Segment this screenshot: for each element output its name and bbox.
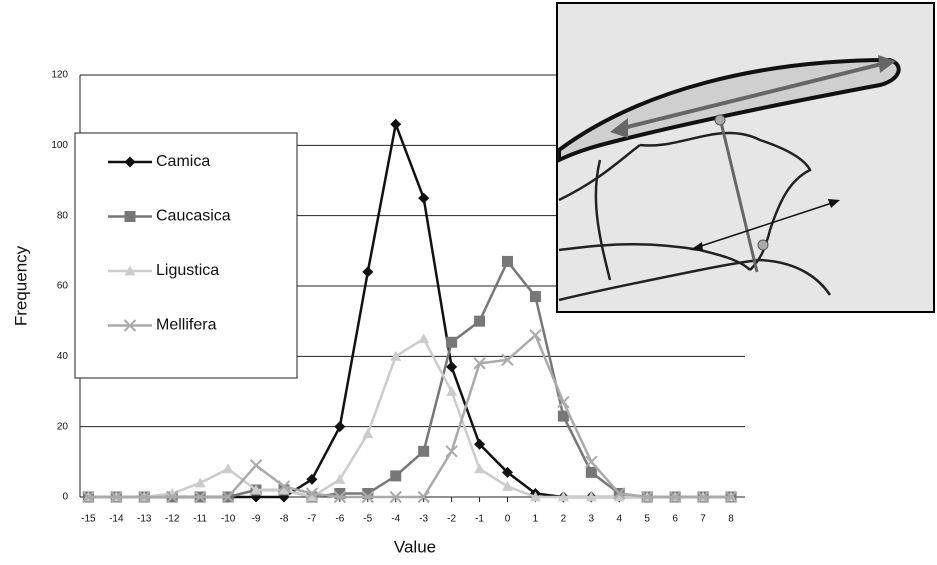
x-tick-label: -1 bbox=[475, 514, 484, 525]
legend-label: Ligustica bbox=[156, 262, 219, 279]
marker bbox=[390, 119, 401, 130]
x-tick-label: -12 bbox=[165, 514, 180, 525]
y-tick-label: 40 bbox=[57, 351, 69, 362]
wing-inset bbox=[557, 3, 934, 312]
y-tick-label: 60 bbox=[57, 281, 69, 292]
legend-label: Mellifera bbox=[156, 317, 217, 334]
x-tick-label: 6 bbox=[672, 514, 678, 525]
legend-label: Camica bbox=[156, 153, 210, 170]
legend: Camica Caucasica Ligustica Mellifera bbox=[75, 133, 297, 378]
landmark bbox=[758, 240, 768, 250]
x-tick-label: -6 bbox=[335, 514, 344, 525]
marker bbox=[362, 428, 373, 438]
x-tick-label: 0 bbox=[505, 514, 511, 525]
x-tick-label: -7 bbox=[307, 514, 316, 525]
y-tick-label: 20 bbox=[57, 421, 69, 432]
marker bbox=[334, 421, 345, 432]
marker bbox=[474, 463, 485, 473]
x-tick-label: -2 bbox=[447, 514, 456, 525]
marker bbox=[362, 266, 373, 277]
x-tick-label: -13 bbox=[137, 514, 152, 525]
x-tick-label: 5 bbox=[644, 514, 650, 525]
legend-label: Caucasica bbox=[156, 208, 231, 225]
x-tick-label: 7 bbox=[700, 514, 706, 525]
marker bbox=[586, 467, 597, 478]
marker bbox=[530, 330, 541, 341]
marker bbox=[530, 291, 541, 302]
x-tick-label: -9 bbox=[252, 514, 261, 525]
x-tick-label: 3 bbox=[589, 514, 595, 525]
marker bbox=[446, 361, 457, 372]
x-tick-label: -11 bbox=[193, 514, 207, 525]
marker bbox=[446, 386, 457, 396]
chart: Value Frequency 020406080100120-15-14-13… bbox=[0, 0, 937, 560]
marker bbox=[418, 446, 429, 457]
marker bbox=[474, 316, 485, 327]
y-tick-label: 100 bbox=[51, 140, 68, 151]
x-tick-label: 8 bbox=[728, 514, 734, 525]
marker bbox=[390, 351, 401, 361]
x-tick-label: -15 bbox=[81, 514, 96, 525]
landmark bbox=[715, 115, 725, 125]
x-tick-label: -8 bbox=[280, 514, 289, 525]
x-tick-label: -4 bbox=[391, 514, 400, 525]
marker bbox=[390, 470, 401, 481]
y-axis-label: Frequency bbox=[11, 245, 30, 326]
marker bbox=[418, 193, 429, 204]
x-tick-label: -3 bbox=[419, 514, 428, 525]
y-tick-label: 120 bbox=[51, 70, 68, 81]
marker bbox=[418, 333, 429, 343]
x-tick-label: -14 bbox=[109, 514, 124, 525]
x-tick-label: -10 bbox=[221, 514, 236, 525]
legend-marker bbox=[125, 211, 136, 222]
x-tick-label: -5 bbox=[363, 514, 372, 525]
x-axis-label: Value bbox=[394, 537, 436, 556]
y-tick-label: 80 bbox=[57, 210, 69, 221]
marker bbox=[502, 256, 513, 267]
x-tick-label: 4 bbox=[616, 514, 622, 525]
x-tick-label: 2 bbox=[561, 514, 567, 525]
y-tick-label: 0 bbox=[62, 492, 68, 503]
marker bbox=[502, 481, 513, 491]
marker bbox=[446, 337, 457, 348]
x-tick-label: 1 bbox=[533, 514, 539, 525]
marker bbox=[251, 460, 262, 471]
marker bbox=[223, 463, 234, 473]
